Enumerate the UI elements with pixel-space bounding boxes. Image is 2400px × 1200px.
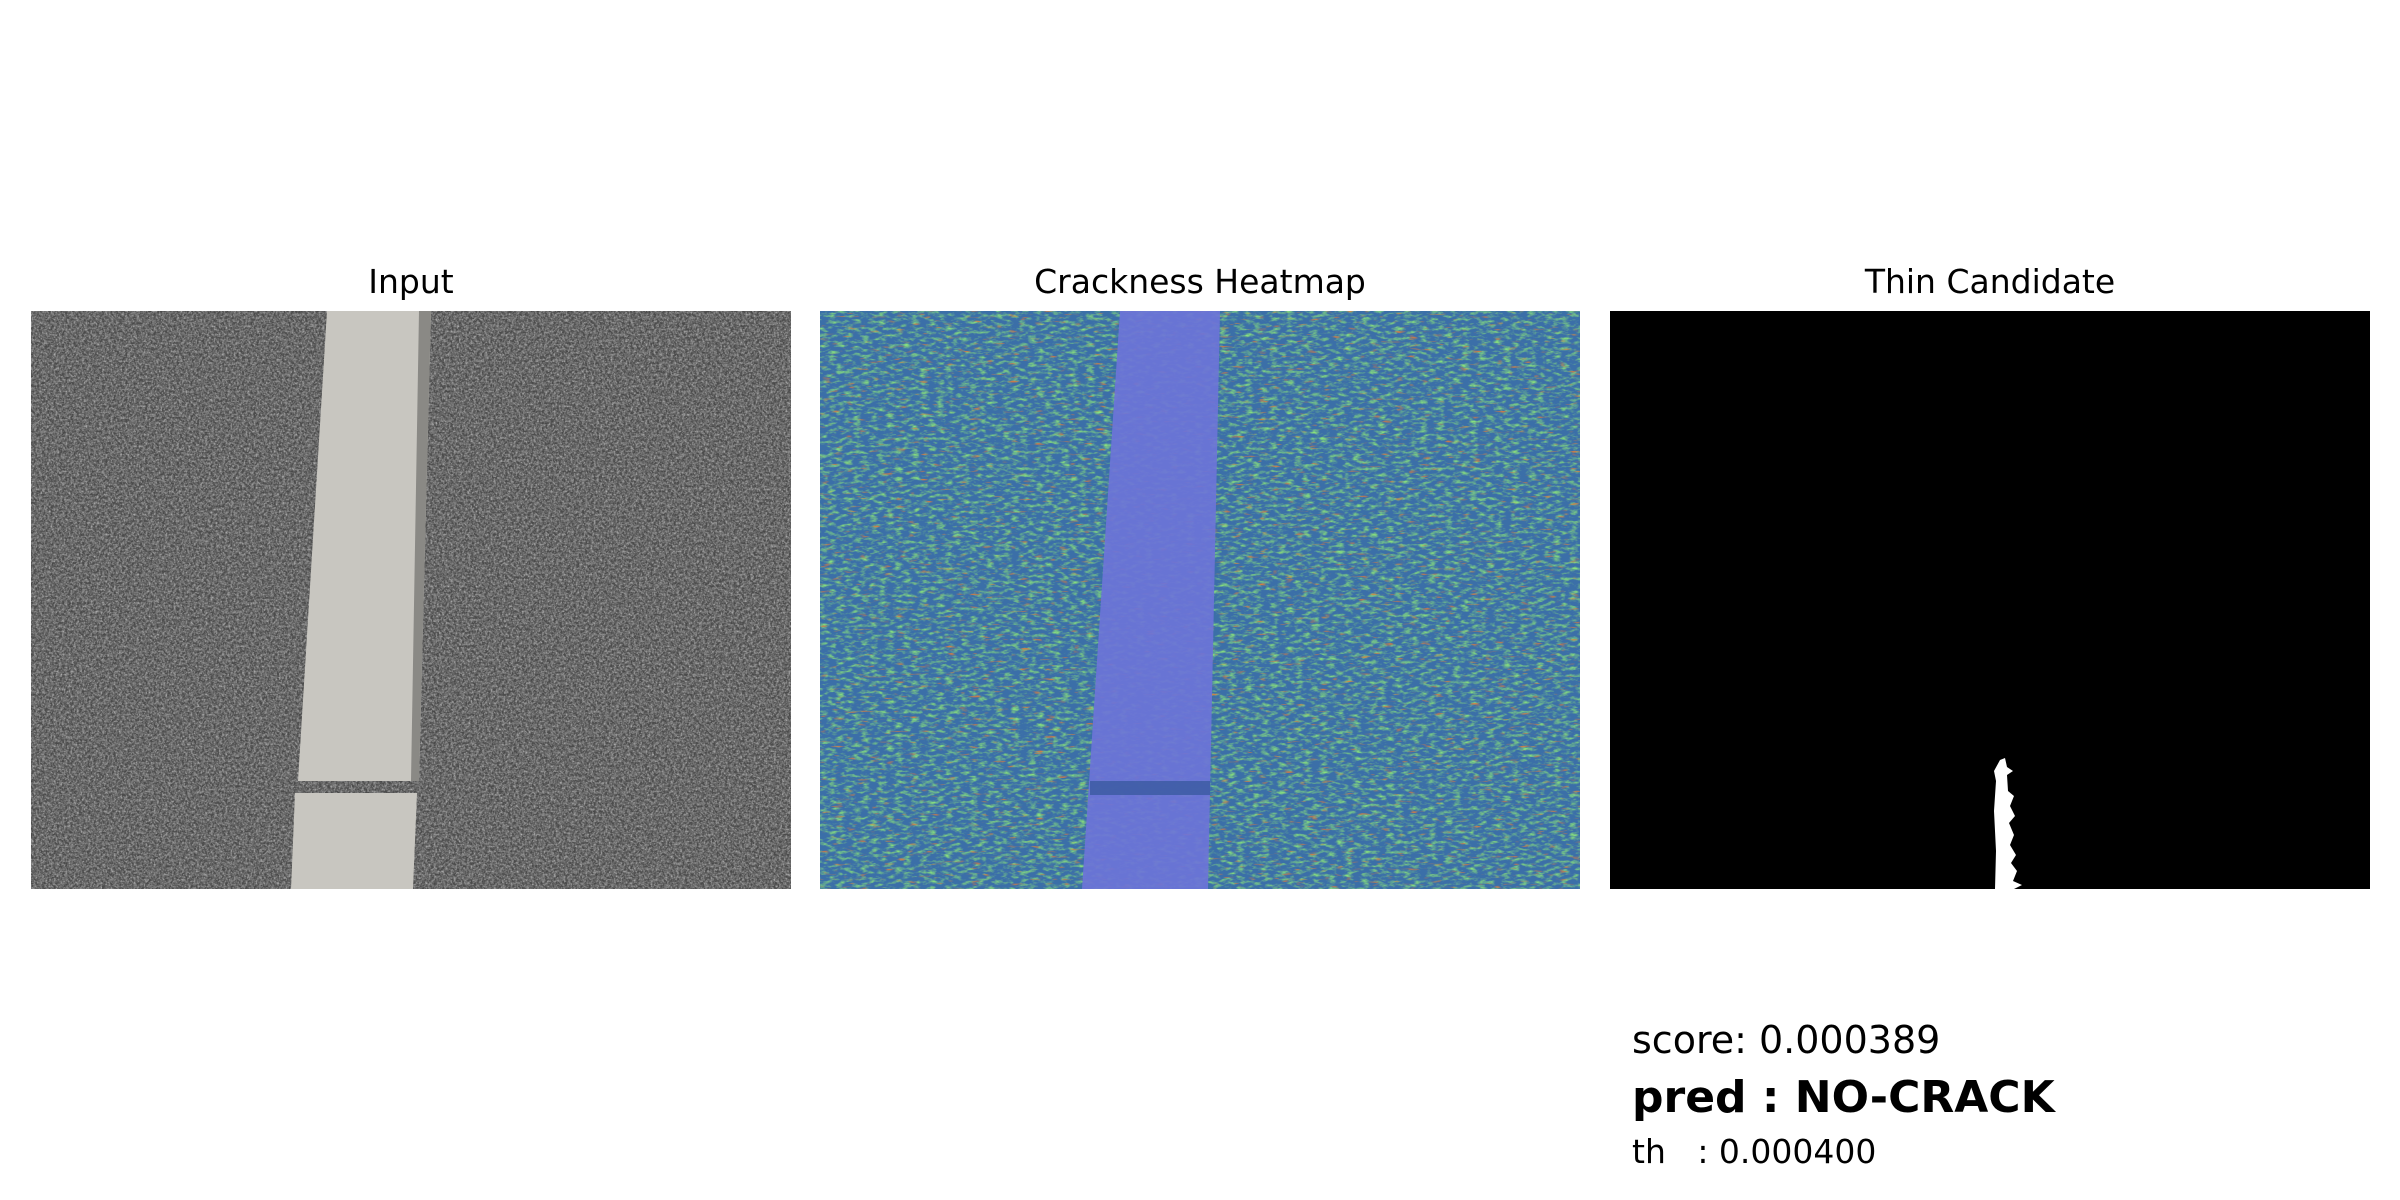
thin-candidate-mask [1610,311,2370,889]
input-image [31,311,791,889]
crackness-heatmap-image [820,311,1580,889]
threshold-text: th : 0.000400 [1632,1132,1877,1171]
input-title: Input [368,262,454,301]
score-text: score: 0.000389 [1632,1018,1941,1062]
crack-candidate-region [1994,758,2022,889]
prediction-text: pred : NO-CRACK [1632,1072,2055,1123]
thin-candidate-title: Thin Candidate [1864,262,2116,301]
heatmap-title: Crackness Heatmap [1034,262,1366,301]
